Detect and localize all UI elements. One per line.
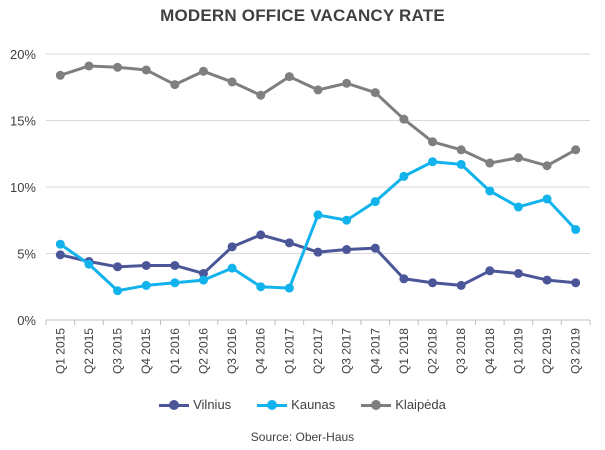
- x-tick-label: Q2 2016: [196, 328, 210, 374]
- data-point-vilnius: [342, 245, 352, 255]
- y-axis-ticks: 0% 5% 10% 15% 20%: [10, 47, 36, 328]
- x-tick-label: Q4 2015: [139, 328, 153, 374]
- data-point-klaipeda: [342, 78, 352, 88]
- data-point-klaipeda: [428, 137, 438, 147]
- data-point-vilnius: [313, 247, 323, 257]
- data-point-vilnius: [456, 280, 466, 290]
- data-point-klaipeda: [55, 70, 65, 80]
- y-tick-label: 15%: [10, 114, 36, 129]
- x-tick-label: Q1 2015: [53, 328, 67, 374]
- data-point-kaunas: [485, 186, 495, 196]
- x-tick-label: Q1 2019: [511, 328, 525, 374]
- data-point-kaunas: [513, 202, 523, 212]
- data-point-kaunas: [84, 259, 94, 269]
- legend-label-vilnius: Vilnius: [193, 397, 232, 412]
- legend-swatch-kaunas: [257, 399, 288, 411]
- data-point-kaunas: [113, 286, 123, 296]
- legend-item-vilnius: Vilnius: [159, 397, 231, 412]
- data-point-klaipeda: [485, 158, 495, 168]
- data-point-klaipeda: [313, 85, 323, 95]
- y-tick-label: 10%: [10, 180, 36, 195]
- data-point-vilnius: [198, 268, 208, 278]
- data-point-kaunas: [256, 282, 266, 292]
- data-point-klaipeda: [141, 65, 151, 75]
- data-point-vilnius: [227, 242, 237, 252]
- legend-swatch-klaipeda: [361, 399, 392, 411]
- x-tick-label: Q1 2018: [397, 328, 411, 374]
- data-point-kaunas: [284, 283, 294, 293]
- x-tick-label: Q2 2019: [540, 328, 554, 374]
- data-point-vilnius: [284, 238, 294, 248]
- data-point-vilnius: [370, 243, 380, 253]
- data-point-vilnius: [513, 268, 523, 278]
- x-tick-label: Q1 2016: [168, 328, 182, 374]
- data-point-klaipeda: [256, 90, 266, 100]
- x-tick-label: Q3 2015: [111, 328, 125, 374]
- data-point-vilnius: [141, 260, 151, 270]
- data-point-klaipeda: [170, 80, 180, 90]
- legend-swatch-vilnius: [159, 399, 190, 411]
- x-tick-label: Q4 2018: [483, 328, 497, 374]
- data-point-klaipeda: [513, 153, 523, 163]
- data-point-kaunas: [313, 210, 323, 220]
- data-point-vilnius: [170, 260, 180, 270]
- data-point-klaipeda: [456, 145, 466, 155]
- data-point-vilnius: [485, 266, 495, 276]
- legend-label-klaipeda: Klaipėda: [395, 397, 446, 412]
- legend-label-kaunas: Kaunas: [291, 397, 336, 412]
- x-tick-label: Q3 2019: [569, 328, 583, 374]
- data-point-vilnius: [55, 250, 65, 260]
- legend: Vilnius Kaunas Klaipėda: [0, 397, 605, 412]
- data-point-kaunas: [399, 171, 409, 181]
- series-line-vilnius: [59, 233, 576, 287]
- data-point-vilnius: [256, 230, 266, 240]
- x-tick-label: Q2 2015: [82, 328, 96, 374]
- y-tick-label: 0%: [17, 313, 36, 328]
- data-point-kaunas: [456, 159, 466, 169]
- data-point-klaipeda: [542, 161, 552, 171]
- data-point-klaipeda: [113, 62, 123, 72]
- source-note: Source: Ober-Haus: [250, 430, 355, 444]
- data-point-kaunas: [428, 157, 438, 167]
- data-point-kaunas: [227, 263, 237, 273]
- data-point-kaunas: [571, 225, 581, 235]
- data-point-kaunas: [542, 194, 552, 204]
- data-point-klaipeda: [284, 72, 294, 82]
- data-point-kaunas: [198, 275, 208, 285]
- data-point-vilnius: [571, 278, 581, 288]
- legend-item-kaunas: Kaunas: [257, 397, 335, 412]
- x-tick-label: Q1 2017: [282, 328, 296, 374]
- data-point-klaipeda: [227, 77, 237, 87]
- data-point-kaunas: [55, 239, 65, 249]
- y-tick-label: 5%: [17, 247, 36, 262]
- data-point-vilnius: [113, 262, 123, 272]
- legend-item-klaipeda: Klaipėda: [361, 397, 446, 412]
- data-point-kaunas: [342, 215, 352, 225]
- data-point-klaipeda: [571, 145, 581, 155]
- data-point-kaunas: [141, 280, 151, 290]
- x-tick-label: Q2 2017: [311, 328, 325, 374]
- series-line-klaipeda: [59, 64, 577, 168]
- x-tick-label: Q3 2017: [340, 328, 354, 374]
- x-tick-label: Q3 2016: [225, 328, 239, 374]
- chart-title: MODERN OFFICE VACANCY RATE: [160, 6, 445, 25]
- data-point-vilnius: [542, 275, 552, 285]
- x-tick-label: Q4 2017: [368, 328, 382, 374]
- data-point-klaipeda: [84, 61, 94, 71]
- y-tick-label: 20%: [10, 47, 36, 62]
- data-point-klaipeda: [399, 114, 409, 124]
- series-lines: [55, 61, 581, 296]
- data-point-vilnius: [399, 274, 409, 284]
- x-tick-label: Q4 2016: [254, 328, 268, 374]
- x-axis-ticks: Q1 2015 Q2 2015 Q3 2015 Q4 2015 Q1 2016 Q2 20…: [45, 320, 591, 374]
- data-point-kaunas: [170, 278, 180, 288]
- data-point-kaunas: [370, 197, 380, 207]
- x-tick-label: Q3 2018: [454, 328, 468, 374]
- data-point-klaipeda: [370, 88, 380, 98]
- data-point-klaipeda: [198, 66, 208, 76]
- data-point-vilnius: [428, 278, 438, 288]
- x-tick-label: Q2 2018: [426, 328, 440, 374]
